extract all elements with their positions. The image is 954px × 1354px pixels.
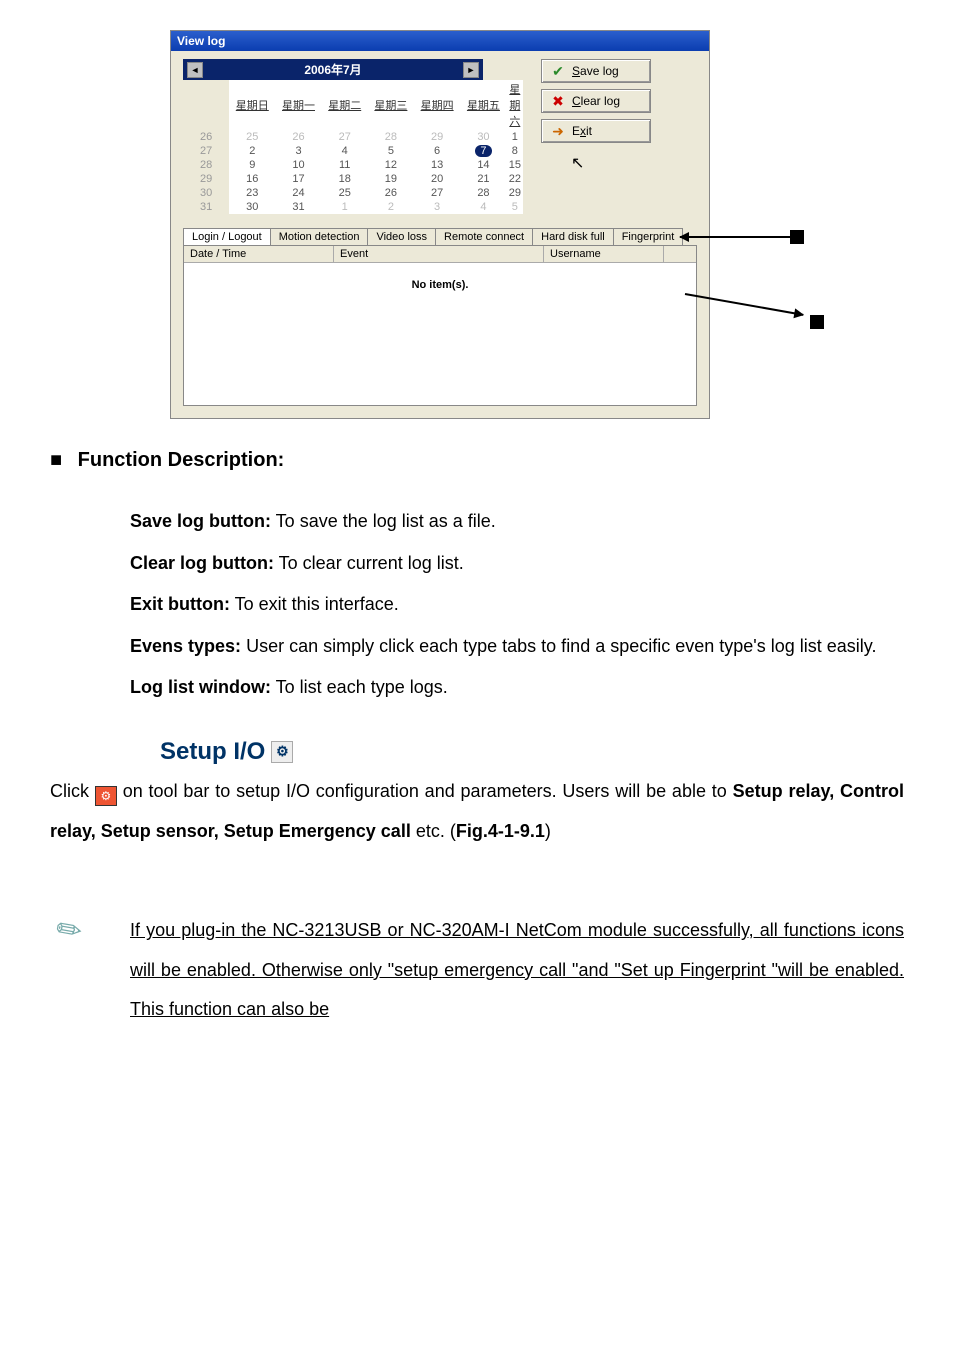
calendar-day[interactable]: 25 [322, 186, 368, 200]
setup-io-heading: Setup I/O ⚙ [160, 738, 904, 766]
calendar-day[interactable]: 16 [229, 172, 275, 186]
calendar-day[interactable]: 28 [460, 186, 506, 200]
column-header[interactable]: Username [544, 246, 664, 262]
calendar-day[interactable]: 18 [322, 172, 368, 186]
calendar: ◄ 2006年7月 ► 星期日星期一星期二星期三星期四星期五星期六2625262… [183, 59, 523, 214]
calendar-day[interactable]: 27 [414, 186, 460, 200]
calendar-day[interactable]: 7 [460, 144, 506, 158]
calendar-day[interactable]: 20 [414, 172, 460, 186]
note-text: If you plug-in the NC-3213USB or NC-320A… [130, 911, 904, 1030]
note-block: ✎ If you plug-in the NC-3213USB or NC-32… [50, 911, 904, 1030]
calendar-day[interactable]: 30 [460, 130, 506, 144]
clear-log-label: Clear log [572, 94, 620, 108]
tab-login-logout[interactable]: Login / Logout [183, 228, 271, 245]
calendar-day[interactable]: 28 [368, 130, 414, 144]
calendar-day[interactable]: 31 [275, 200, 321, 214]
description-item: Save log button: To save the log list as… [130, 502, 904, 542]
callout-arrow [680, 236, 790, 238]
calendar-day[interactable]: 27 [322, 130, 368, 144]
calendar-day[interactable]: 6 [414, 144, 460, 158]
save-log-label: Save log [572, 64, 619, 78]
calendar-prev-button[interactable]: ◄ [187, 62, 203, 78]
calendar-day[interactable]: 12 [368, 158, 414, 172]
calendar-day[interactable]: 24 [275, 186, 321, 200]
calendar-day[interactable]: 22 [507, 172, 523, 186]
calendar-day[interactable]: 10 [275, 158, 321, 172]
calendar-day[interactable]: 4 [322, 144, 368, 158]
calendar-day[interactable]: 25 [229, 130, 275, 144]
calendar-grid: 星期日星期一星期二星期三星期四星期五星期六2625262728293012723… [183, 80, 523, 214]
function-description-heading: Function Description: [50, 449, 904, 472]
log-list-panel: Date / TimeEventUsername No item(s). [183, 246, 697, 406]
check-icon: ✔ [550, 63, 566, 79]
calendar-day[interactable]: 2 [229, 144, 275, 158]
description-item: Log list window: To list each type logs. [130, 668, 904, 708]
calendar-month-label: 2006年7月 [203, 61, 463, 78]
description-item: Evens types: User can simply click each … [130, 627, 904, 667]
description-item: Clear log button: To clear current log l… [130, 544, 904, 584]
calendar-next-button[interactable]: ► [463, 62, 479, 78]
setup-io-body: Click ⚙ on tool bar to setup I/O configu… [50, 772, 904, 851]
column-header[interactable]: Date / Time [184, 246, 334, 262]
calendar-day[interactable]: 3 [275, 144, 321, 158]
calendar-day[interactable]: 23 [229, 186, 275, 200]
setup-io-toolbar-icon: ⚙ [95, 786, 117, 806]
callout-marker [810, 315, 824, 329]
calendar-day[interactable]: 30 [229, 200, 275, 214]
calendar-day[interactable]: 4 [460, 200, 506, 214]
cursor-icon: ↖ [571, 153, 697, 173]
calendar-day[interactable]: 8 [507, 144, 523, 158]
calendar-day[interactable]: 29 [414, 130, 460, 144]
tab-remote-connect[interactable]: Remote connect [435, 228, 533, 245]
setup-io-heading-icon: ⚙ [271, 741, 293, 763]
calendar-day[interactable]: 13 [414, 158, 460, 172]
calendar-day[interactable]: 15 [507, 158, 523, 172]
delete-icon: ✖ [550, 93, 566, 109]
exit-label: Exit [572, 124, 592, 138]
calendar-day[interactable]: 2 [368, 200, 414, 214]
view-log-window: View log ◄ 2006年7月 ► 星期日星期一星期二星期三星期四星期五星… [170, 30, 710, 419]
tab-fingerprint[interactable]: Fingerprint [613, 228, 684, 245]
calendar-day[interactable]: 1 [507, 130, 523, 144]
calendar-day[interactable]: 17 [275, 172, 321, 186]
setup-io-fig-ref: Fig.4-1-9.1 [456, 821, 545, 841]
calendar-day[interactable]: 19 [368, 172, 414, 186]
save-log-button[interactable]: ✔ Save log [541, 59, 651, 83]
calendar-day[interactable]: 11 [322, 158, 368, 172]
calendar-day[interactable]: 5 [368, 144, 414, 158]
function-description-list: Save log button: To save the log list as… [130, 502, 904, 708]
window-titlebar: View log [171, 31, 709, 51]
calendar-day[interactable]: 5 [507, 200, 523, 214]
tab-motion-detection[interactable]: Motion detection [270, 228, 369, 245]
calendar-day[interactable]: 3 [414, 200, 460, 214]
tab-video-loss[interactable]: Video loss [367, 228, 436, 245]
exit-button[interactable]: ➜ Exit [541, 119, 651, 143]
event-type-tabs: Login / LogoutMotion detectionVideo loss… [183, 228, 697, 246]
calendar-day[interactable]: 14 [460, 158, 506, 172]
tab-hard-disk-full[interactable]: Hard disk full [532, 228, 614, 245]
calendar-day[interactable]: 26 [368, 186, 414, 200]
calendar-day[interactable]: 26 [275, 130, 321, 144]
log-list-empty: No item(s). [184, 279, 696, 291]
callout-marker [790, 230, 804, 244]
window-title: View log [177, 34, 225, 48]
calendar-day[interactable]: 1 [322, 200, 368, 214]
calendar-day[interactable]: 9 [229, 158, 275, 172]
column-header[interactable]: Event [334, 246, 544, 262]
calendar-day[interactable]: 21 [460, 172, 506, 186]
clear-log-button[interactable]: ✖ Clear log [541, 89, 651, 113]
pen-icon: ✎ [42, 903, 98, 959]
calendar-day[interactable]: 29 [507, 186, 523, 200]
log-list-header: Date / TimeEventUsername [184, 246, 696, 263]
description-item: Exit button: To exit this interface. [130, 585, 904, 625]
exit-icon: ➜ [550, 123, 566, 139]
